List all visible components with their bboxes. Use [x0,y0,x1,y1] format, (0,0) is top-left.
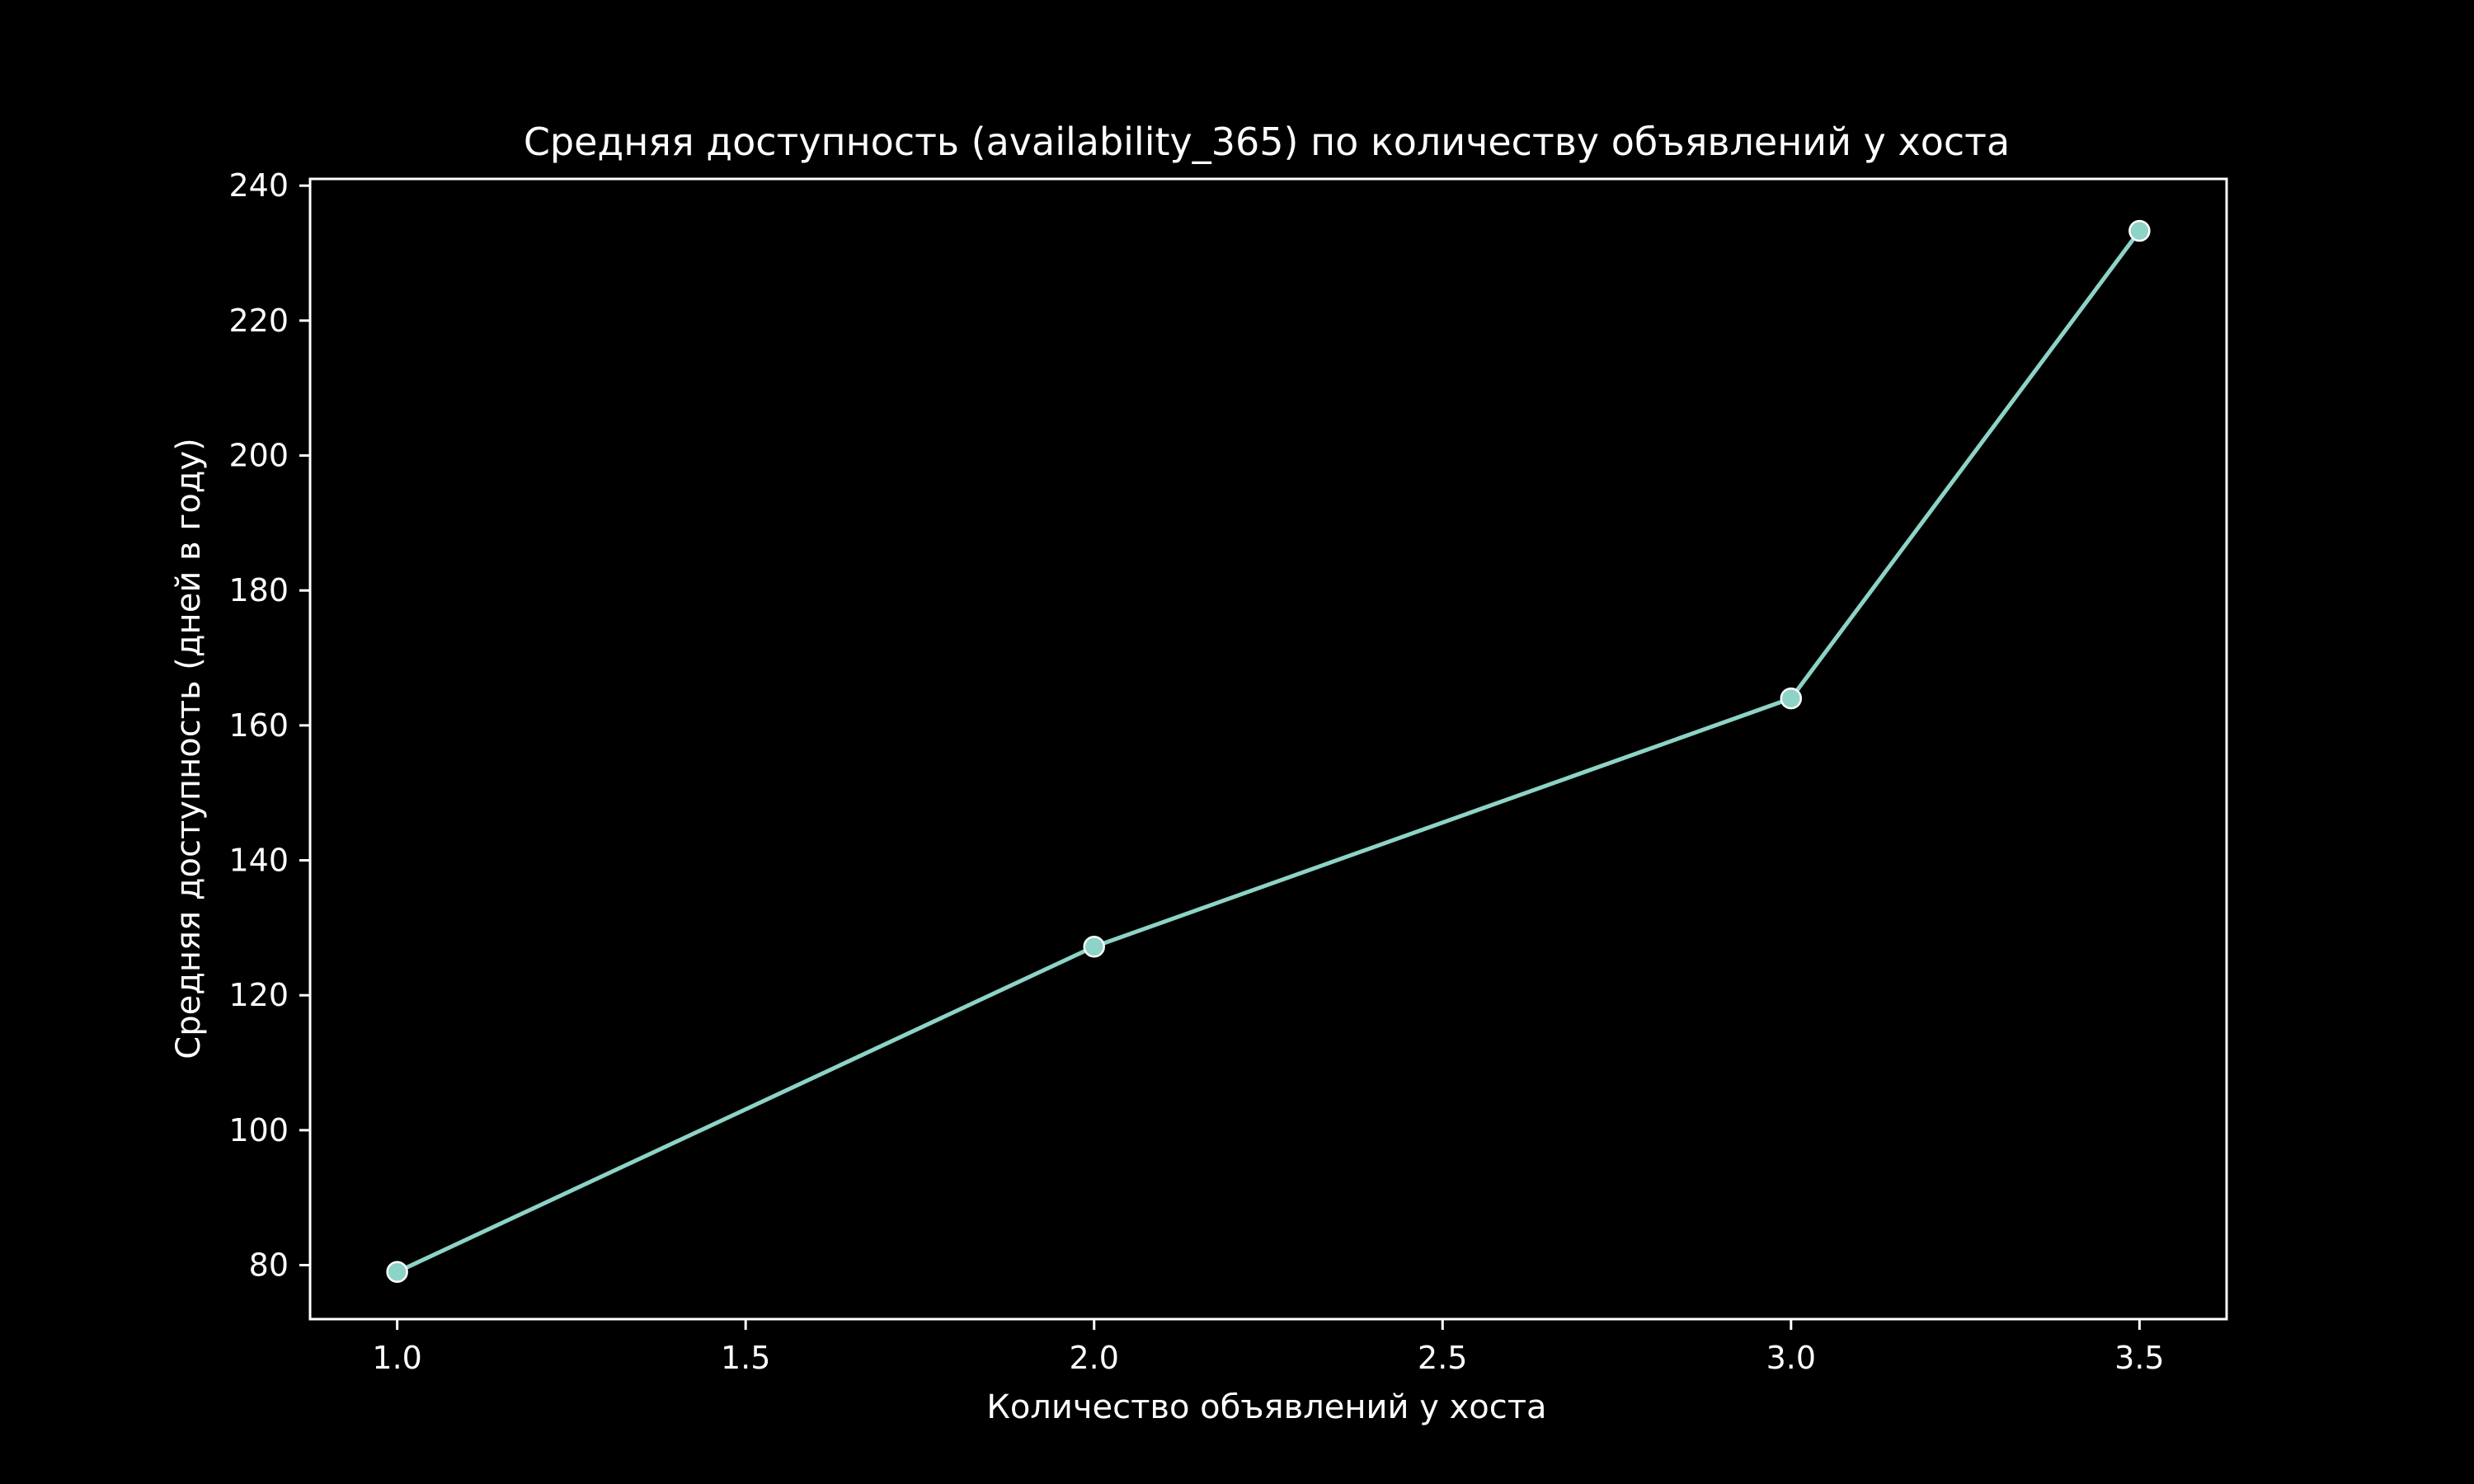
y-tick-label: 200 [228,438,289,474]
x-tick-label: 1.5 [721,1340,770,1376]
y-axis-ticks: 80 100 120 140 160 180 200 220 240 [228,167,310,1284]
y-tick-label: 80 [249,1247,289,1284]
x-axis-label: Количество объявлений у хоста [986,1388,1546,1426]
y-tick-label: 160 [228,707,289,744]
x-tick-label: 2.5 [1418,1340,1467,1376]
y-axis-label: Средняя доступность (дней в году) [170,438,208,1059]
x-tick-label: 3.5 [2114,1340,2164,1376]
y-tick-label: 220 [228,303,289,339]
y-tick-label: 140 [228,843,289,879]
data-point-marker [1083,936,1105,958]
x-axis-ticks: 1.0 1.5 2.0 2.5 3.0 3.5 [372,1319,2165,1376]
x-tick-label: 3.0 [1766,1340,1816,1376]
data-point-marker [1780,687,1803,710]
y-tick-label: 240 [228,167,289,204]
y-tick-label: 180 [228,572,289,608]
data-point-marker [2128,219,2151,242]
x-tick-label: 1.0 [372,1340,421,1376]
x-tick-label: 2.0 [1070,1340,1119,1376]
y-tick-label: 100 [228,1112,289,1148]
data-point-marker [386,1261,408,1283]
series-line [396,229,2142,1274]
data-markers [386,219,2151,1283]
y-tick-label: 120 [228,977,289,1013]
chart-title: Средняя доступность (availability_365) п… [524,120,2010,164]
plot-area-frame [308,177,2228,1321]
